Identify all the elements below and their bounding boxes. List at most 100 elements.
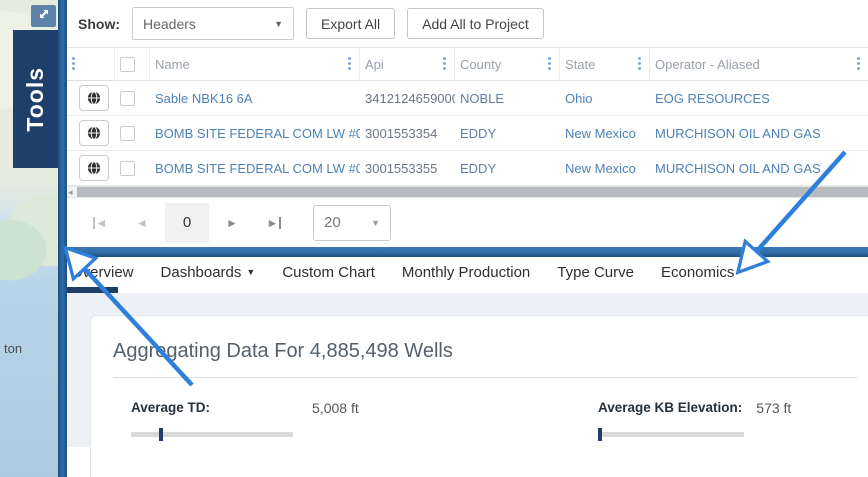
table-row[interactable]: Sable NBK16 6A 34121246590000 NOBLE Ohio… (67, 81, 868, 116)
operator-value: EOG RESOURCES (655, 90, 770, 106)
show-dropdown[interactable]: Headers ▼ (132, 7, 294, 40)
table-row[interactable]: BOMB SITE FEDERAL COM LW #014H 300155335… (67, 151, 868, 186)
api-value: 3001553355 (365, 160, 438, 176)
county-value: NOBLE (460, 90, 505, 106)
chevron-down-icon: ▼ (274, 18, 283, 29)
globe-icon (87, 91, 100, 105)
next-page-button[interactable]: ► (211, 202, 253, 243)
api-value: 3001553354 (365, 125, 438, 141)
tab-type-curve[interactable]: Type Curve (557, 264, 634, 281)
api-value: 34121246590000 (365, 90, 455, 106)
column-menu-icon[interactable] (857, 57, 860, 71)
tab-economics[interactable]: Economics (661, 264, 734, 281)
metric-value: 573 ft (756, 400, 792, 416)
scroll-left-arrow-icon[interactable]: ◂ (68, 187, 73, 197)
tab-label: Custom Chart (282, 263, 375, 281)
main-panel: Show: Headers ▼ Export All Add All to Pr… (67, 0, 868, 477)
column-header-state[interactable]: State (560, 48, 650, 80)
horizontal-splitter[interactable] (67, 247, 868, 257)
vertical-splitter[interactable] (58, 0, 67, 477)
well-name-link[interactable]: BOMB SITE FEDERAL COM LW #013H (155, 125, 360, 141)
page-size-value: 20 (324, 214, 341, 231)
county-value: EDDY (460, 125, 497, 141)
page-size-dropdown[interactable]: 20 ▼ (313, 204, 391, 241)
metrics-row: Average TD: 5,008 ft Average KB Elevatio… (113, 400, 857, 441)
grid-header-row: Name Api County State Operator - Aliased (67, 47, 868, 81)
export-all-button[interactable]: Export All (306, 8, 396, 39)
globe-icon (87, 161, 100, 175)
tools-panel-tab[interactable]: Tools (13, 30, 58, 168)
table-row[interactable]: BOMB SITE FEDERAL COM LW #013H 300155335… (67, 116, 868, 151)
tab-label: Overview (71, 263, 134, 281)
column-menu-icon[interactable] (443, 57, 446, 71)
slider-handle[interactable] (598, 428, 602, 441)
show-on-map-button[interactable] (78, 120, 109, 146)
column-label: Api (365, 56, 384, 72)
average-kb-elevation-slider[interactable] (598, 428, 744, 441)
well-name-link[interactable]: Sable NBK16 6A (155, 90, 253, 106)
first-page-icon: ◄ (95, 215, 108, 230)
state-value: New Mexico (565, 160, 636, 176)
tab-label: Economics (660, 263, 735, 281)
tab-custom-chart[interactable]: Custom Chart (282, 264, 375, 281)
analysis-tabs: Overview Dashboards ▼ Custom Chart Monthl… (67, 257, 868, 287)
column-menu-icon[interactable] (348, 57, 351, 71)
metric-value: 5,008 ft (312, 400, 359, 416)
current-page-button[interactable]: 0 (165, 202, 209, 243)
tab-overview[interactable]: Overview (71, 264, 134, 281)
tab-monthly-production[interactable]: Monthly Production (402, 264, 530, 281)
tab-label: Type Curve (557, 263, 634, 281)
column-header-name[interactable]: Name (150, 48, 360, 80)
column-header-county[interactable]: County (455, 48, 560, 80)
slider-handle[interactable] (158, 428, 163, 441)
tab-label: Monthly Production (401, 263, 531, 281)
show-on-map-button[interactable] (78, 85, 109, 111)
add-all-to-project-button[interactable]: Add All to Project (407, 8, 544, 39)
tab-label: Dashboards (160, 263, 242, 281)
column-label: Name (155, 56, 190, 72)
operator-value: MURCHISON OIL AND GAS (655, 125, 821, 141)
first-page-bar (92, 216, 95, 229)
tools-tab-label: Tools (22, 66, 48, 132)
slider-track[interactable] (131, 432, 293, 437)
row-checkbox[interactable] (120, 125, 135, 141)
well-grid: Name Api County State Operator - Aliased (67, 47, 868, 186)
horizontal-scrollbar[interactable]: ◂ (67, 186, 868, 198)
column-label: State (565, 56, 596, 72)
slider-track[interactable] (598, 432, 744, 437)
page-title: Aggregating Data For 4,885,498 Wells (113, 340, 453, 362)
county-value: EDDY (460, 160, 497, 176)
column-header-api[interactable]: Api (360, 48, 455, 80)
last-page-button[interactable]: ► (253, 202, 295, 243)
aggregating-data-card: Aggregating Data For 4,885,498 Wells Ave… (90, 315, 868, 477)
select-all-checkbox[interactable] (120, 56, 135, 72)
tab-dashboards[interactable]: Dashboards ▼ (161, 264, 256, 281)
row-checkbox[interactable] (120, 160, 135, 176)
column-menu-icon[interactable] (72, 57, 75, 71)
show-label: Show: (78, 15, 120, 32)
first-page-button[interactable]: ◄ (79, 202, 121, 243)
metric-label: Average KB Elevation: (598, 400, 743, 415)
scrollbar-thumb[interactable] (77, 187, 868, 197)
column-header-operator[interactable]: Operator - Aliased (650, 48, 868, 80)
select-all-cell (115, 48, 150, 80)
average-td-slider[interactable] (131, 428, 293, 441)
divider (113, 377, 857, 378)
column-menu-icon[interactable] (548, 57, 551, 71)
state-value: New Mexico (565, 125, 636, 141)
expand-tools-button[interactable] (31, 5, 56, 27)
last-page-bar (279, 216, 282, 229)
operator-value: MURCHISON OIL AND GAS (655, 160, 821, 176)
column-menu-icon[interactable] (638, 57, 641, 71)
state-value: Ohio (565, 90, 593, 106)
map-city-label: ton (4, 341, 23, 356)
globe-icon (87, 126, 100, 140)
show-on-map-button[interactable] (78, 155, 109, 181)
row-checkbox[interactable] (120, 90, 135, 106)
last-page-icon: ► (266, 215, 279, 230)
column-label: Operator - Aliased (655, 56, 760, 72)
well-name-link[interactable]: BOMB SITE FEDERAL COM LW #014H (155, 160, 360, 176)
grid-menu-cell (67, 48, 115, 80)
previous-page-button[interactable]: ◄ (121, 202, 163, 243)
